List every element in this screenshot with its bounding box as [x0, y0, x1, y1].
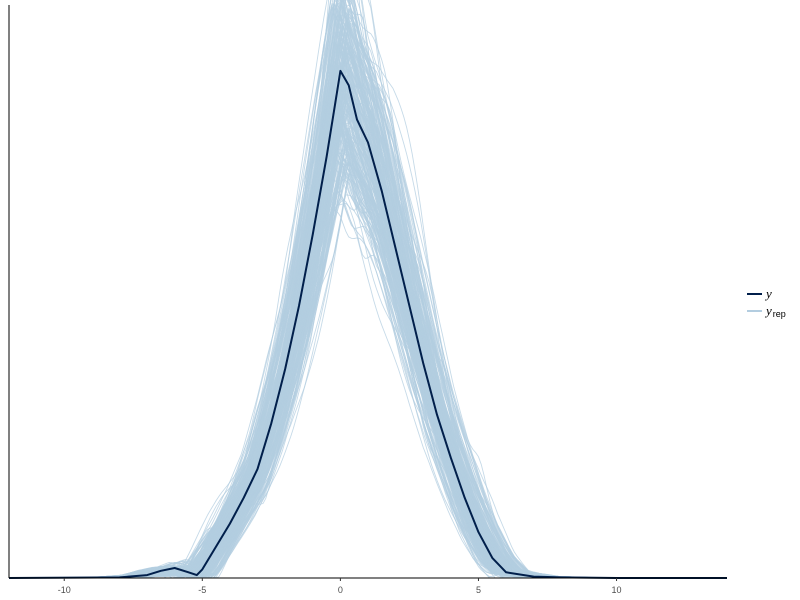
yrep-density-line	[9, 190, 727, 579]
yrep-density-line	[9, 186, 727, 579]
x-axis-ticks: -10 -5 0 5 10	[58, 578, 622, 595]
yrep-density-line	[9, 171, 727, 579]
yrep-density-line	[9, 195, 727, 579]
x-tick-label: -10	[58, 585, 71, 595]
y-density-line	[8, 69, 727, 579]
yrep-density-line	[9, 51, 727, 579]
legend: y yrep	[747, 286, 786, 319]
yrep-density-line	[9, 31, 727, 579]
x-tick-label: 5	[476, 585, 481, 595]
observed-density-layer	[8, 69, 727, 579]
legend-label-y: y	[764, 286, 772, 301]
yrep-density-line	[9, 207, 727, 579]
yrep-density-line	[9, 151, 727, 579]
yrep-density-line	[9, 167, 727, 579]
yrep-density-line	[9, 153, 727, 579]
yrep-density-line	[9, 36, 727, 579]
x-tick-label: -5	[198, 585, 206, 595]
x-tick-label: 10	[612, 585, 622, 595]
legend-label-yrep: yrep	[764, 303, 786, 319]
x-tick-label: 0	[338, 585, 343, 595]
yrep-density-line	[9, 194, 727, 579]
yrep-density-line	[9, 153, 727, 579]
yrep-density-line	[9, 23, 727, 579]
yrep-density-curves	[8, 0, 727, 579]
yrep-density-line	[9, 0, 727, 579]
